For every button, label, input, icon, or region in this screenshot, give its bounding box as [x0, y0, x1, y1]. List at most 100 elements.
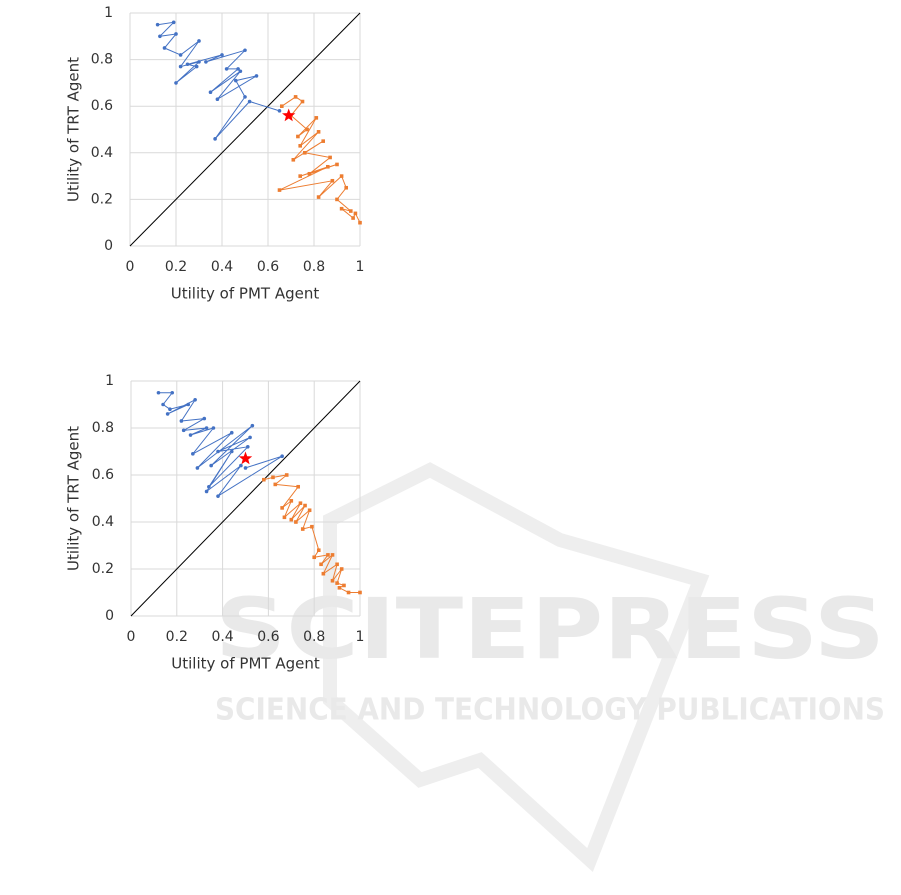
point: [155, 22, 160, 27]
point: [342, 583, 346, 588]
x-tick-label: 0: [127, 629, 136, 645]
watermark-logo: [323, 462, 710, 873]
point: [171, 20, 176, 25]
point: [358, 220, 362, 225]
point: [335, 581, 339, 585]
x-tick-label: 1: [356, 629, 365, 645]
x-tick-label: 1: [356, 259, 365, 275]
point: [209, 463, 213, 468]
point: [300, 527, 305, 531]
point: [239, 463, 243, 468]
y-tick-label: 1: [104, 5, 113, 21]
point: [316, 130, 321, 134]
point: [312, 555, 316, 560]
chart: 0 0.2 0.4 0.6 0.8 1 0 0.2 0.4 0.6 0.8 1 Utility of P…: [65, 373, 365, 673]
point: [307, 171, 312, 176]
point: [298, 144, 302, 148]
point: [310, 524, 314, 529]
y-tick-label: 0.6: [92, 467, 114, 483]
star-point: [282, 108, 296, 122]
point: [211, 426, 216, 430]
chart: 0 0.2 0.4 0.6 0.8 1 0 0.2 0.4 0.6 0.8 1 Utility of P…: [65, 5, 365, 303]
point: [294, 520, 298, 524]
x-tick-label: 0.2: [165, 259, 187, 275]
point: [300, 99, 305, 104]
point: [204, 426, 209, 430]
point: [330, 178, 335, 183]
point: [174, 81, 178, 85]
y-tick-label: 0.8: [92, 420, 114, 436]
point: [293, 95, 298, 99]
point: [202, 416, 207, 421]
reference-line: [129, 12, 361, 247]
point: [262, 477, 266, 482]
point: [243, 95, 247, 99]
point: [298, 174, 302, 178]
y-tick-label: 0.2: [91, 191, 113, 207]
point: [358, 590, 362, 595]
point: [162, 46, 167, 50]
point: [339, 567, 344, 571]
point: [181, 428, 186, 433]
point: [280, 506, 284, 510]
point: [243, 466, 248, 470]
point: [195, 466, 200, 470]
point: [280, 104, 284, 108]
point: [339, 174, 344, 178]
point: [215, 97, 220, 102]
series-line: [158, 392, 283, 497]
point: [178, 64, 183, 69]
x-tick-label: 0.8: [303, 629, 325, 645]
point: [351, 216, 355, 220]
point: [330, 578, 335, 583]
point: [229, 430, 234, 435]
point: [326, 553, 330, 557]
point: [204, 60, 208, 64]
point: [346, 590, 351, 595]
point: [289, 499, 294, 503]
point: [330, 553, 335, 557]
watermark: SCITEPRESS SCIENCE AND TECHNOLOGY PUBLIC…: [215, 462, 885, 873]
point: [156, 390, 161, 395]
point: [207, 484, 211, 489]
point: [335, 197, 339, 202]
watermark-subtitle: SCIENCE AND TECHNOLOGY PUBLICATIONS: [215, 693, 885, 728]
point: [178, 53, 183, 57]
point: [337, 586, 342, 590]
point: [250, 423, 255, 428]
point: [193, 398, 197, 402]
point: [326, 164, 330, 169]
point: [168, 407, 172, 412]
point: [158, 34, 162, 39]
point: [247, 99, 252, 104]
point: [319, 562, 323, 567]
series-line: [157, 21, 280, 140]
point: [161, 402, 165, 407]
point: [289, 517, 294, 522]
point: [245, 445, 250, 449]
x-tick-label: 0: [126, 259, 135, 275]
point: [335, 162, 339, 167]
point: [316, 548, 321, 552]
point: [291, 157, 296, 162]
point: [170, 390, 175, 395]
point: [220, 53, 224, 57]
point: [316, 195, 321, 199]
point: [303, 503, 307, 508]
point: [349, 209, 353, 213]
point: [298, 501, 303, 505]
y-axis-label: Utility of TRT Agent: [65, 426, 83, 571]
point: [280, 454, 284, 459]
point: [296, 134, 300, 139]
point: [296, 484, 300, 489]
watermark-title: SCITEPRESS: [215, 580, 885, 678]
point: [236, 67, 240, 71]
x-axis-label: Utility of PMT Agent: [171, 285, 320, 303]
y-tick-label: 1: [105, 373, 114, 389]
point: [321, 139, 325, 143]
point: [328, 155, 332, 160]
point: [191, 452, 195, 456]
point: [224, 67, 229, 71]
point: [243, 48, 247, 53]
